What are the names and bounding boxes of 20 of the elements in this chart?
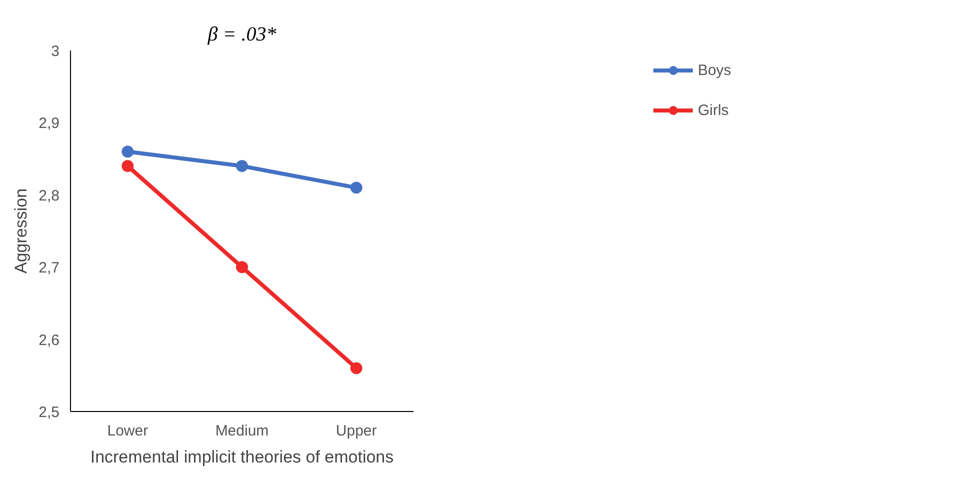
- x-tick-label: Medium: [215, 422, 269, 440]
- point: [236, 160, 248, 172]
- y-tick-label: 2,5: [38, 404, 60, 421]
- y-tick-label: 3: [51, 43, 60, 60]
- y-tick-label: 2,6: [38, 332, 60, 349]
- x-axis-title: Incremental implicit theories of emotions: [90, 448, 394, 466]
- point: [236, 261, 248, 274]
- legend-label: Boys: [698, 62, 732, 78]
- point: [350, 182, 362, 194]
- point: [122, 160, 134, 172]
- x-tick-label: Lower: [107, 422, 148, 440]
- y-tick-label: 2,7: [38, 260, 60, 277]
- y-axis-title: Aggression: [12, 188, 31, 274]
- chart-title: β = .03*: [206, 24, 276, 46]
- y-tick-label: 2,9: [38, 115, 60, 132]
- point: [350, 362, 362, 374]
- point: [122, 146, 134, 158]
- y-tick-label: 2,8: [38, 187, 60, 204]
- legend-label: Girls: [698, 102, 729, 118]
- x-tick-label: Upper: [336, 422, 377, 440]
